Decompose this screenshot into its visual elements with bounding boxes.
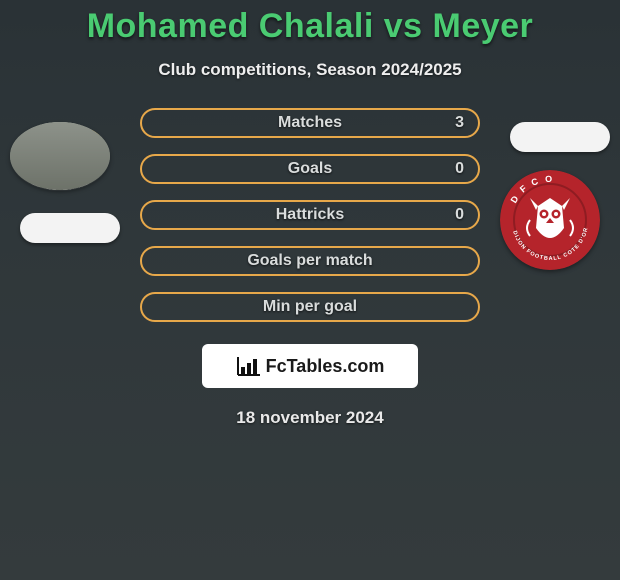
stat-row-hattricks: Hattricks 0 — [140, 200, 480, 230]
stat-label: Goals — [288, 160, 332, 178]
card-date: 18 november 2024 — [0, 408, 620, 428]
stat-row-matches: Matches 3 — [140, 108, 480, 138]
card-subtitle: Club competitions, Season 2024/2025 — [0, 60, 620, 80]
stat-value-right: 0 — [455, 160, 464, 178]
comparison-card: Mohamed Chalali vs Meyer Club competitio… — [0, 0, 620, 580]
left-player-avatar — [10, 122, 110, 190]
stat-label: Matches — [278, 114, 342, 132]
stat-value-right: 0 — [455, 206, 464, 224]
stat-label: Goals per match — [247, 252, 372, 270]
stats-list: Matches 3 Goals 0 Hattricks 0 Goals per … — [140, 108, 480, 322]
brand-name: FcTables.com — [266, 356, 385, 377]
right-club-badge: D F C O DIJON FOOTBALL COTE D'OR — [500, 170, 600, 270]
right-player-capsule — [510, 122, 610, 152]
stat-value-right: 3 — [455, 114, 464, 132]
stat-row-gpm: Goals per match — [140, 246, 480, 276]
stat-row-mpg: Min per goal — [140, 292, 480, 322]
brand-logo[interactable]: FcTables.com — [202, 344, 418, 388]
card-title: Mohamed Chalali vs Meyer — [0, 7, 620, 46]
bar-chart-icon — [236, 355, 262, 377]
left-player-capsule — [20, 213, 120, 243]
stat-row-goals: Goals 0 — [140, 154, 480, 184]
stat-label: Hattricks — [276, 206, 344, 224]
dfco-crest-icon: D F C O DIJON FOOTBALL COTE D'OR — [500, 170, 600, 270]
stat-label: Min per goal — [263, 298, 357, 316]
